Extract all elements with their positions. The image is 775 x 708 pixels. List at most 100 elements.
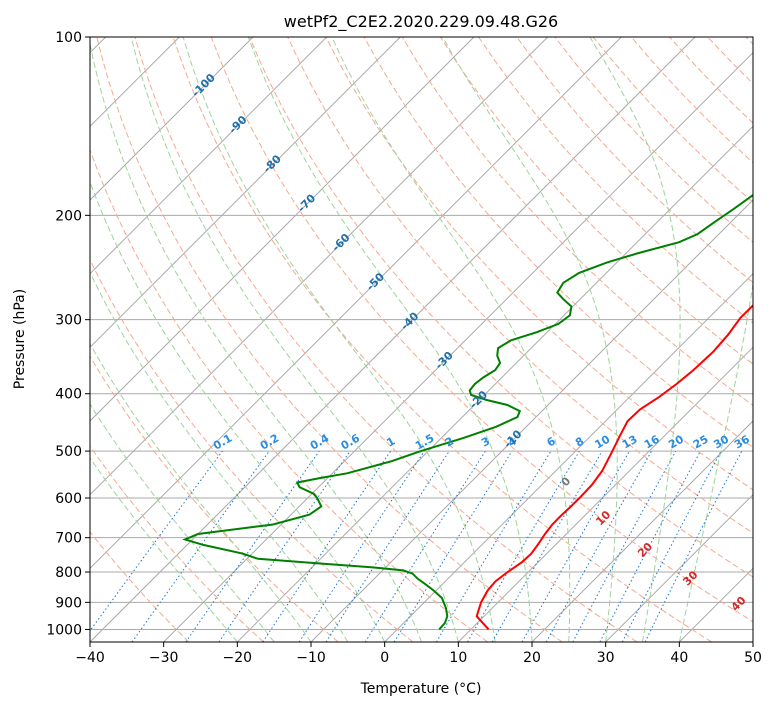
moist-adiabat <box>589 37 681 642</box>
dry-adiabat-label: 30 <box>680 568 700 588</box>
dry-adiabat-label: -10 <box>501 427 524 450</box>
dry-adiabat <box>325 37 753 491</box>
dry-adiabat <box>134 37 638 642</box>
mixing-ratio-line <box>131 450 270 642</box>
isotherm <box>90 37 254 201</box>
mixing-ratio-label: 0.1 <box>211 432 234 453</box>
dry-adiabat-label: -100 <box>189 71 218 100</box>
isotherm <box>752 641 753 642</box>
moist-adiabat <box>90 180 386 642</box>
plot-frame <box>89 36 754 643</box>
mixing-ratio-label: 16 <box>642 432 662 451</box>
dry-adiabat <box>287 37 753 534</box>
mixing-ratio-line <box>521 450 630 642</box>
mixing-ratio-label: 0.4 <box>308 431 332 452</box>
mixing-ratio-label: 2 <box>443 435 456 450</box>
y-axis-label: Pressure (hPa) <box>12 289 28 389</box>
mixing-ratio-line <box>644 450 743 642</box>
dry-adiabat-label: 0 <box>559 474 574 489</box>
isotherm <box>678 567 753 642</box>
y-tick-label: 800 <box>55 565 82 581</box>
isotherm <box>90 37 401 349</box>
isotherm <box>605 493 753 642</box>
dry-adiabat <box>478 37 753 324</box>
y-tick-label: 200 <box>55 208 82 224</box>
dry-adiabat-label: -50 <box>364 270 387 293</box>
mixing-ratio-line <box>298 450 425 642</box>
chart-title: wetPf2_C2E2.2020.229.09.48.G26 <box>284 12 558 32</box>
dry-adiabat <box>172 37 712 642</box>
mixing-ratio-line <box>435 450 552 642</box>
mixing-ratio-label: 10 <box>593 432 613 451</box>
dry-adiabat-label: 20 <box>635 540 655 560</box>
moist-adiabat <box>90 403 275 642</box>
plot-area <box>90 37 753 642</box>
moist-adiabat <box>182 37 496 642</box>
dry-adiabat <box>669 37 753 124</box>
dry-adiabat <box>90 445 264 642</box>
moist-adiabat <box>90 271 349 642</box>
isotherm <box>90 37 696 642</box>
dry-adiabat <box>96 37 563 642</box>
moist-adiabat <box>331 37 571 642</box>
isotherm <box>90 37 622 570</box>
mixing-ratio-label: 13 <box>620 433 640 452</box>
x-tick-label: 0 <box>380 650 389 666</box>
dry-adiabat <box>90 355 339 642</box>
x-tick-label: 10 <box>449 650 467 666</box>
mixing-ratio-label: 1 <box>384 435 397 450</box>
dry-adiabat-label: -70 <box>295 191 318 214</box>
y-tick-label: 100 <box>55 30 82 46</box>
dry-adiabat-label: -80 <box>261 152 284 175</box>
y-tick-label: 400 <box>55 387 82 403</box>
x-tick-label: −20 <box>223 650 253 666</box>
mixing-ratio-label: 0.2 <box>258 432 281 453</box>
mixing-ratio-line <box>90 450 223 632</box>
y-tick-label: 500 <box>55 444 82 460</box>
dry-adiabat <box>401 37 753 406</box>
dry-adiabat <box>745 37 753 45</box>
mixing-ratio-line <box>545 450 653 642</box>
dry-adiabat <box>554 37 753 243</box>
mixing-ratio-label: 3 <box>479 435 492 450</box>
mixing-ratio-label: 36 <box>732 432 752 451</box>
mixing-ratio-line <box>262 450 392 642</box>
dry-adiabat-label: -40 <box>398 309 421 332</box>
x-tick-label: 40 <box>670 650 688 666</box>
x-tick-label: 30 <box>597 650 615 666</box>
y-tick-label: 700 <box>55 531 82 547</box>
moist-adiabat <box>130 37 459 642</box>
dry-adiabat <box>90 148 488 642</box>
moist-adiabat <box>678 280 753 642</box>
dry-adiabat-label: -60 <box>329 231 352 254</box>
x-tick-label: −40 <box>75 650 105 666</box>
x-tick-label: 20 <box>523 650 541 666</box>
mixing-ratio-label: 20 <box>666 432 686 451</box>
y-tick-label: 600 <box>55 491 82 507</box>
moist-adiabat <box>90 457 238 642</box>
isotherm <box>531 420 753 642</box>
profile-line <box>475 304 753 631</box>
isotherm <box>90 37 328 275</box>
y-tick-label: 1000 <box>46 622 82 638</box>
isotherm <box>310 199 753 642</box>
moist-adiabat <box>247 37 533 642</box>
mixing-ratio-line <box>572 450 677 642</box>
dry-adiabat-label: -30 <box>433 349 456 372</box>
y-tick-label: 300 <box>55 313 82 329</box>
isotherm <box>90 37 549 496</box>
mixing-ratio-line <box>185 450 320 642</box>
mixing-ratio-label: 1.5 <box>413 432 436 453</box>
dry-adiabat <box>439 37 753 365</box>
dry-adiabat <box>707 37 753 85</box>
dry-adiabat-label: -90 <box>226 113 249 136</box>
mixing-ratio-label: 30 <box>711 432 731 451</box>
dry-adiabat <box>592 37 753 203</box>
mixing-ratio-line <box>364 450 486 642</box>
x-tick-label: 50 <box>744 650 762 666</box>
isotherm <box>163 51 753 642</box>
dry-adiabat <box>210 37 753 623</box>
dry-adiabat <box>516 37 753 284</box>
